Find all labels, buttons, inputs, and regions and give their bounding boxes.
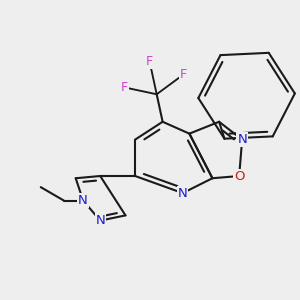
Text: N: N [95, 214, 105, 227]
Text: N: N [178, 187, 188, 200]
Text: F: F [146, 55, 153, 68]
Text: N: N [237, 133, 247, 146]
Text: F: F [179, 68, 187, 81]
Text: O: O [234, 169, 244, 182]
Text: F: F [121, 81, 128, 94]
Text: N: N [78, 194, 88, 207]
